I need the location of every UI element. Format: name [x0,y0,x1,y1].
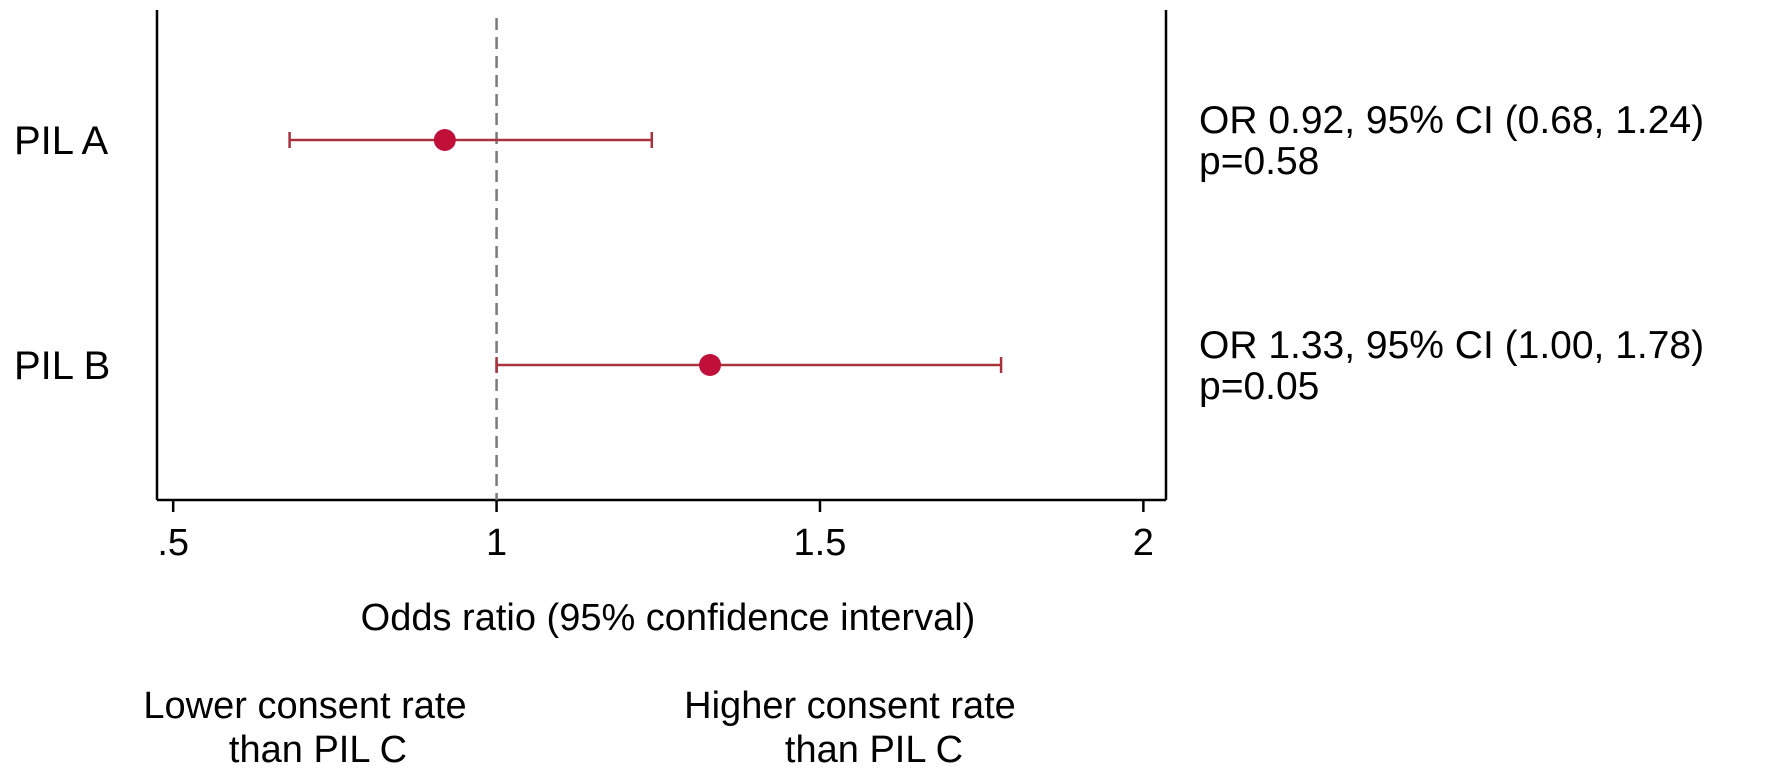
direction-label-left-line2: than PIL C [229,729,407,771]
forest-row: PIL B OR 1.33, 95% CI (1.00, 1.78)p=0.05 [14,324,1704,408]
or-point [699,354,722,376]
x-tick-label: .5 [157,522,189,564]
direction-label-right-line2: than PIL C [785,729,963,771]
x-axis-label: Odds ratio (95% confidence interval) [361,597,976,639]
direction-label-left-line1: Lower consent rate [143,685,466,727]
x-tick-label: 2 [1133,522,1154,564]
plot-frame [155,10,1168,502]
row-label: PIL A [14,119,108,163]
x-tick-label: 1 [486,522,507,564]
x-tick-label: 1.5 [794,522,847,564]
row-annotation-pvalue: p=0.05 [1199,365,1319,408]
row-annotation-pvalue: p=0.58 [1199,140,1319,183]
or-point [433,129,456,151]
forest-rows: PIL A OR 0.92, 95% CI (0.68, 1.24)p=0.58P… [14,99,1704,408]
row-label: PIL B [14,344,110,388]
row-annotation-estimate: OR 0.92, 95% CI (0.68, 1.24) [1199,99,1704,142]
forest-row: PIL A OR 0.92, 95% CI (0.68, 1.24)p=0.58 [14,99,1704,183]
row-annotation-estimate: OR 1.33, 95% CI (1.00, 1.78) [1199,324,1704,367]
direction-label-right-line1: Higher consent rate [684,685,1016,727]
x-axis-ticks: .5 1 1.5 2 [157,500,1154,564]
